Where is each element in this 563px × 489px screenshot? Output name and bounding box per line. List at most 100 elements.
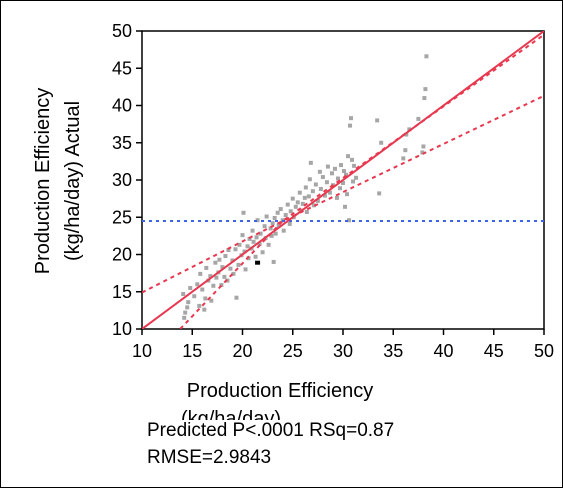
data-point [245, 244, 250, 249]
data-point [335, 176, 340, 181]
data-point [306, 194, 311, 199]
data-point [424, 54, 429, 59]
data-point [236, 262, 241, 267]
data-point [325, 164, 330, 169]
data-point [188, 286, 193, 291]
data-point [288, 209, 293, 214]
data-point [349, 116, 354, 121]
y-tick-label: 35 [112, 133, 132, 153]
data-point [237, 242, 242, 247]
data-point [287, 221, 292, 226]
data-point [230, 258, 235, 263]
data-point [345, 192, 350, 197]
data-point [311, 203, 316, 208]
data-point [416, 116, 421, 121]
data-point [342, 169, 347, 174]
y-tick-label: 50 [112, 21, 132, 41]
y-tick-label: 15 [112, 282, 132, 302]
data-point [223, 253, 228, 258]
data-point [192, 294, 197, 299]
data-point [348, 123, 353, 128]
data-point [354, 175, 359, 180]
data-point [278, 207, 283, 212]
data-point [347, 218, 352, 223]
data-point [240, 233, 245, 238]
data-point [268, 226, 273, 231]
data-point [213, 260, 218, 265]
data-point [200, 287, 205, 292]
data-point [318, 186, 323, 191]
data-point [322, 193, 327, 198]
data-point [257, 242, 262, 247]
x-tick-label: 40 [433, 341, 453, 361]
x-tick-label: 25 [283, 341, 303, 361]
y-tick-label: 45 [112, 58, 132, 78]
x-axis-title-line-1: Production Efficiency [187, 380, 373, 402]
data-point [198, 271, 203, 276]
data-point [346, 154, 351, 159]
y-tick-label: 40 [112, 96, 132, 116]
data-point [329, 171, 334, 176]
data-point [228, 266, 233, 271]
data-point [351, 179, 356, 184]
data-point [262, 224, 267, 229]
data-point [401, 156, 406, 161]
x-tick-label: 35 [383, 341, 403, 361]
data-point [404, 132, 409, 137]
data-point [338, 163, 343, 168]
data-point [407, 127, 412, 132]
data-point [341, 180, 345, 185]
data-point [310, 189, 315, 194]
data-point [255, 218, 260, 223]
data-point [343, 204, 348, 209]
highlighted-data-point [255, 260, 261, 265]
fit-line [142, 31, 544, 329]
data-point [297, 190, 302, 195]
data-point [270, 221, 275, 226]
data-point [350, 157, 355, 162]
data-point [302, 195, 307, 200]
data-point [197, 303, 202, 308]
data-point [324, 180, 329, 185]
stats-line-rmse: RMSE=2.9843 [147, 447, 272, 468]
data-point [317, 169, 322, 174]
data-point [295, 200, 300, 205]
data-point [377, 191, 382, 196]
data-point [211, 283, 216, 288]
data-point [315, 198, 320, 203]
data-point [222, 274, 227, 279]
x-tick-label: 45 [484, 341, 504, 361]
data-point [264, 214, 269, 219]
data-point [422, 96, 427, 101]
x-tick-label: 15 [182, 341, 202, 361]
data-point [250, 228, 255, 233]
data-point [403, 148, 408, 153]
data-point [217, 257, 222, 262]
data-point [241, 210, 246, 215]
data-point [271, 259, 276, 264]
stats-line-rsq: Predicted P<.0001 RSq=0.87 [147, 420, 395, 442]
data-point [186, 300, 191, 305]
data-point [182, 315, 187, 320]
data-point [332, 166, 337, 171]
x-tick-label: 50 [534, 341, 554, 361]
data-point [352, 163, 357, 168]
data-point [183, 310, 188, 315]
data-point [420, 150, 425, 155]
data-point [243, 267, 248, 272]
y-axis-title-line-2: (kg/ha/day) Actual [62, 101, 84, 261]
x-tick-label: 10 [132, 341, 152, 361]
data-point [203, 296, 208, 301]
data-point [308, 160, 313, 165]
data-point [209, 298, 214, 303]
data-point [313, 182, 318, 187]
data-point [281, 228, 286, 233]
data-point [344, 172, 349, 177]
data-point [273, 231, 278, 236]
data-point [375, 118, 380, 123]
confidence-curve-lower [179, 94, 544, 329]
data-point [269, 233, 274, 238]
data-point [276, 223, 281, 228]
